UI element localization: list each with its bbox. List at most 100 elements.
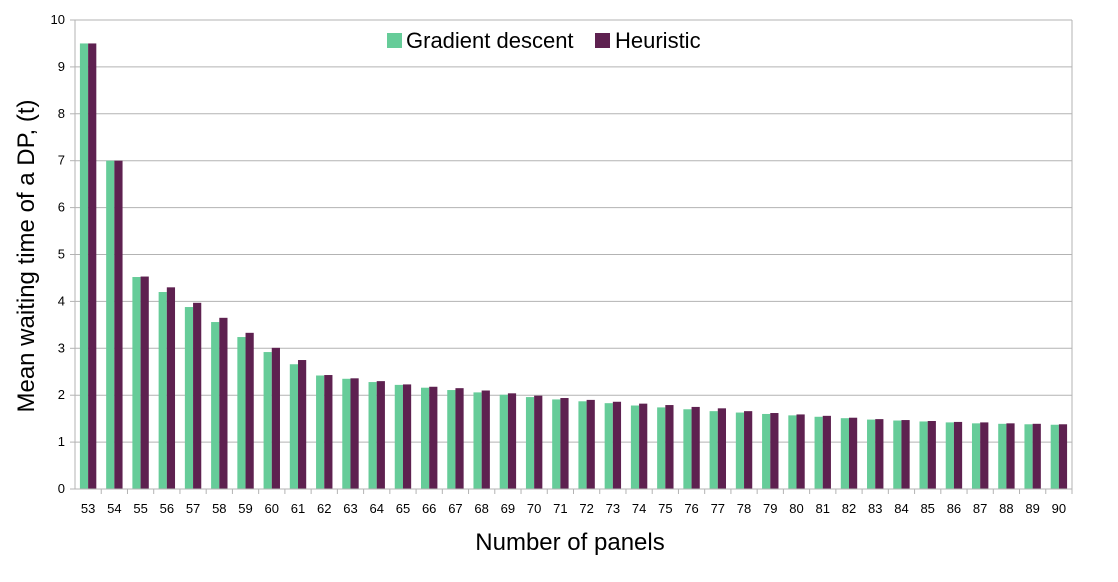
x-tick-label: 90 — [1052, 501, 1066, 516]
y-tick-label: 8 — [58, 106, 65, 121]
y-tick-label: 2 — [58, 387, 65, 402]
bar-heuristic-78 — [744, 411, 753, 489]
y-tick-label: 1 — [58, 434, 65, 449]
x-tick-label: 66 — [422, 501, 436, 516]
bar-heuristic-57 — [193, 302, 202, 489]
x-axis-title: Number of panels — [475, 529, 664, 556]
bar-gradient-descent-59 — [237, 337, 246, 489]
bar-heuristic-76 — [691, 406, 700, 489]
bar-heuristic-54 — [114, 160, 123, 489]
bar-gradient-descent-76 — [683, 409, 692, 489]
x-tick-label: 77 — [711, 501, 725, 516]
x-tick-label: 85 — [920, 501, 934, 516]
bar-gradient-descent-75 — [657, 407, 666, 489]
x-tick-label: 86 — [947, 501, 961, 516]
y-tick-label: 0 — [58, 481, 65, 496]
bar-heuristic-68 — [481, 390, 490, 489]
bar-heuristic-61 — [298, 360, 307, 489]
bar-heuristic-89 — [1032, 423, 1041, 489]
bar-gradient-descent-72 — [578, 401, 587, 489]
y-tick-label: 7 — [58, 153, 65, 168]
legend-label-gradient-descent: Gradient descent — [406, 28, 574, 53]
x-tick-label: 83 — [868, 501, 882, 516]
bar-heuristic-58 — [219, 317, 228, 489]
bar-heuristic-82 — [848, 417, 858, 489]
bar-gradient-descent-54 — [106, 160, 115, 489]
bar-gradient-descent-77 — [709, 411, 718, 489]
x-tick-label: 84 — [894, 501, 908, 516]
x-tick-label: 53 — [81, 501, 95, 516]
y-tick-labels: 0 1 2 3 4 5 6 7 8 9 10 — [51, 12, 65, 496]
x-tick-label: 74 — [632, 501, 646, 516]
bar-gradient-descent-85 — [919, 421, 928, 489]
x-tick-label: 67 — [448, 501, 462, 516]
bar-heuristic-59 — [245, 332, 254, 489]
x-tick-label: 76 — [684, 501, 698, 516]
bar-gradient-descent-79 — [762, 413, 771, 489]
bar-gradient-descent-55 — [132, 277, 141, 489]
x-tick-labels: 53 54 55 56 57 58 59 60 61 62 63 64 65 66 67 68 69 70 71 72… — [81, 489, 1073, 516]
bar-heuristic-65 — [402, 384, 412, 489]
bar-heuristic-72 — [586, 399, 595, 489]
bar-gradient-descent-57 — [184, 307, 194, 489]
bar-heuristic-53 — [88, 43, 97, 489]
bar-gradient-descent-90 — [1050, 424, 1059, 489]
bar-heuristic-90 — [1058, 424, 1068, 489]
bar-gradient-descent-65 — [394, 384, 403, 489]
bar-heuristic-73 — [612, 401, 622, 489]
x-tick-label: 78 — [737, 501, 751, 516]
legend-label-heuristic: Heuristic — [615, 28, 701, 53]
bar-gradient-descent-62 — [316, 375, 325, 489]
legend-swatch-gradient-descent — [387, 33, 402, 48]
bar-heuristic-84 — [901, 420, 910, 489]
bar-gradient-descent-73 — [604, 403, 613, 489]
bar-heuristic-81 — [822, 415, 831, 489]
bar-heuristic-60 — [271, 347, 280, 489]
y-tick-label: 10 — [51, 12, 65, 27]
bar-heuristic-88 — [1006, 423, 1015, 489]
x-tick-label: 57 — [186, 501, 200, 516]
legend: Gradient descent Heuristic — [387, 28, 701, 53]
bar-heuristic-71 — [560, 398, 569, 489]
x-tick-label: 58 — [212, 501, 226, 516]
y-tick-label: 5 — [58, 247, 65, 262]
bar-gradient-descent-66 — [420, 387, 430, 489]
legend-swatch-heuristic — [595, 33, 610, 48]
bar-gradient-descent-89 — [1024, 424, 1033, 489]
bar-heuristic-87 — [980, 422, 989, 489]
bar-gradient-descent-88 — [998, 423, 1007, 489]
bar-series — [79, 43, 1068, 489]
x-tick-label: 64 — [369, 501, 383, 516]
x-tick-label: 79 — [763, 501, 777, 516]
bar-gradient-descent-60 — [263, 352, 272, 489]
bar-heuristic-74 — [639, 403, 648, 489]
x-tick-label: 87 — [973, 501, 987, 516]
y-tick-label: 9 — [58, 59, 65, 74]
x-tick-label: 60 — [265, 501, 279, 516]
bar-heuristic-62 — [324, 375, 333, 489]
bar-gradient-descent-81 — [814, 416, 823, 489]
x-tick-label: 88 — [999, 501, 1013, 516]
bar-gradient-descent-69 — [499, 394, 508, 489]
bar-gradient-descent-67 — [447, 390, 456, 489]
bar-gradient-descent-84 — [893, 420, 902, 489]
bar-gradient-descent-74 — [630, 405, 640, 489]
bar-gradient-descent-64 — [368, 382, 377, 489]
bar-gradient-descent-53 — [79, 43, 89, 489]
x-tick-label: 65 — [396, 501, 410, 516]
bar-heuristic-77 — [717, 408, 727, 489]
x-tick-label: 71 — [553, 501, 567, 516]
bar-heuristic-69 — [507, 393, 517, 489]
x-tick-label: 62 — [317, 501, 331, 516]
y-axis-title: Mean waiting time of a DP, (t) — [13, 99, 40, 412]
x-tick-label: 80 — [789, 501, 803, 516]
x-tick-label: 75 — [658, 501, 672, 516]
x-tick-label: 68 — [474, 501, 488, 516]
x-tick-label: 81 — [816, 501, 830, 516]
bar-gradient-descent-68 — [473, 392, 482, 489]
bar-gradient-descent-87 — [971, 423, 981, 489]
x-tick-label: 63 — [343, 501, 357, 516]
bar-heuristic-63 — [350, 378, 359, 489]
x-tick-label: 55 — [133, 501, 147, 516]
bar-heuristic-75 — [665, 405, 674, 489]
